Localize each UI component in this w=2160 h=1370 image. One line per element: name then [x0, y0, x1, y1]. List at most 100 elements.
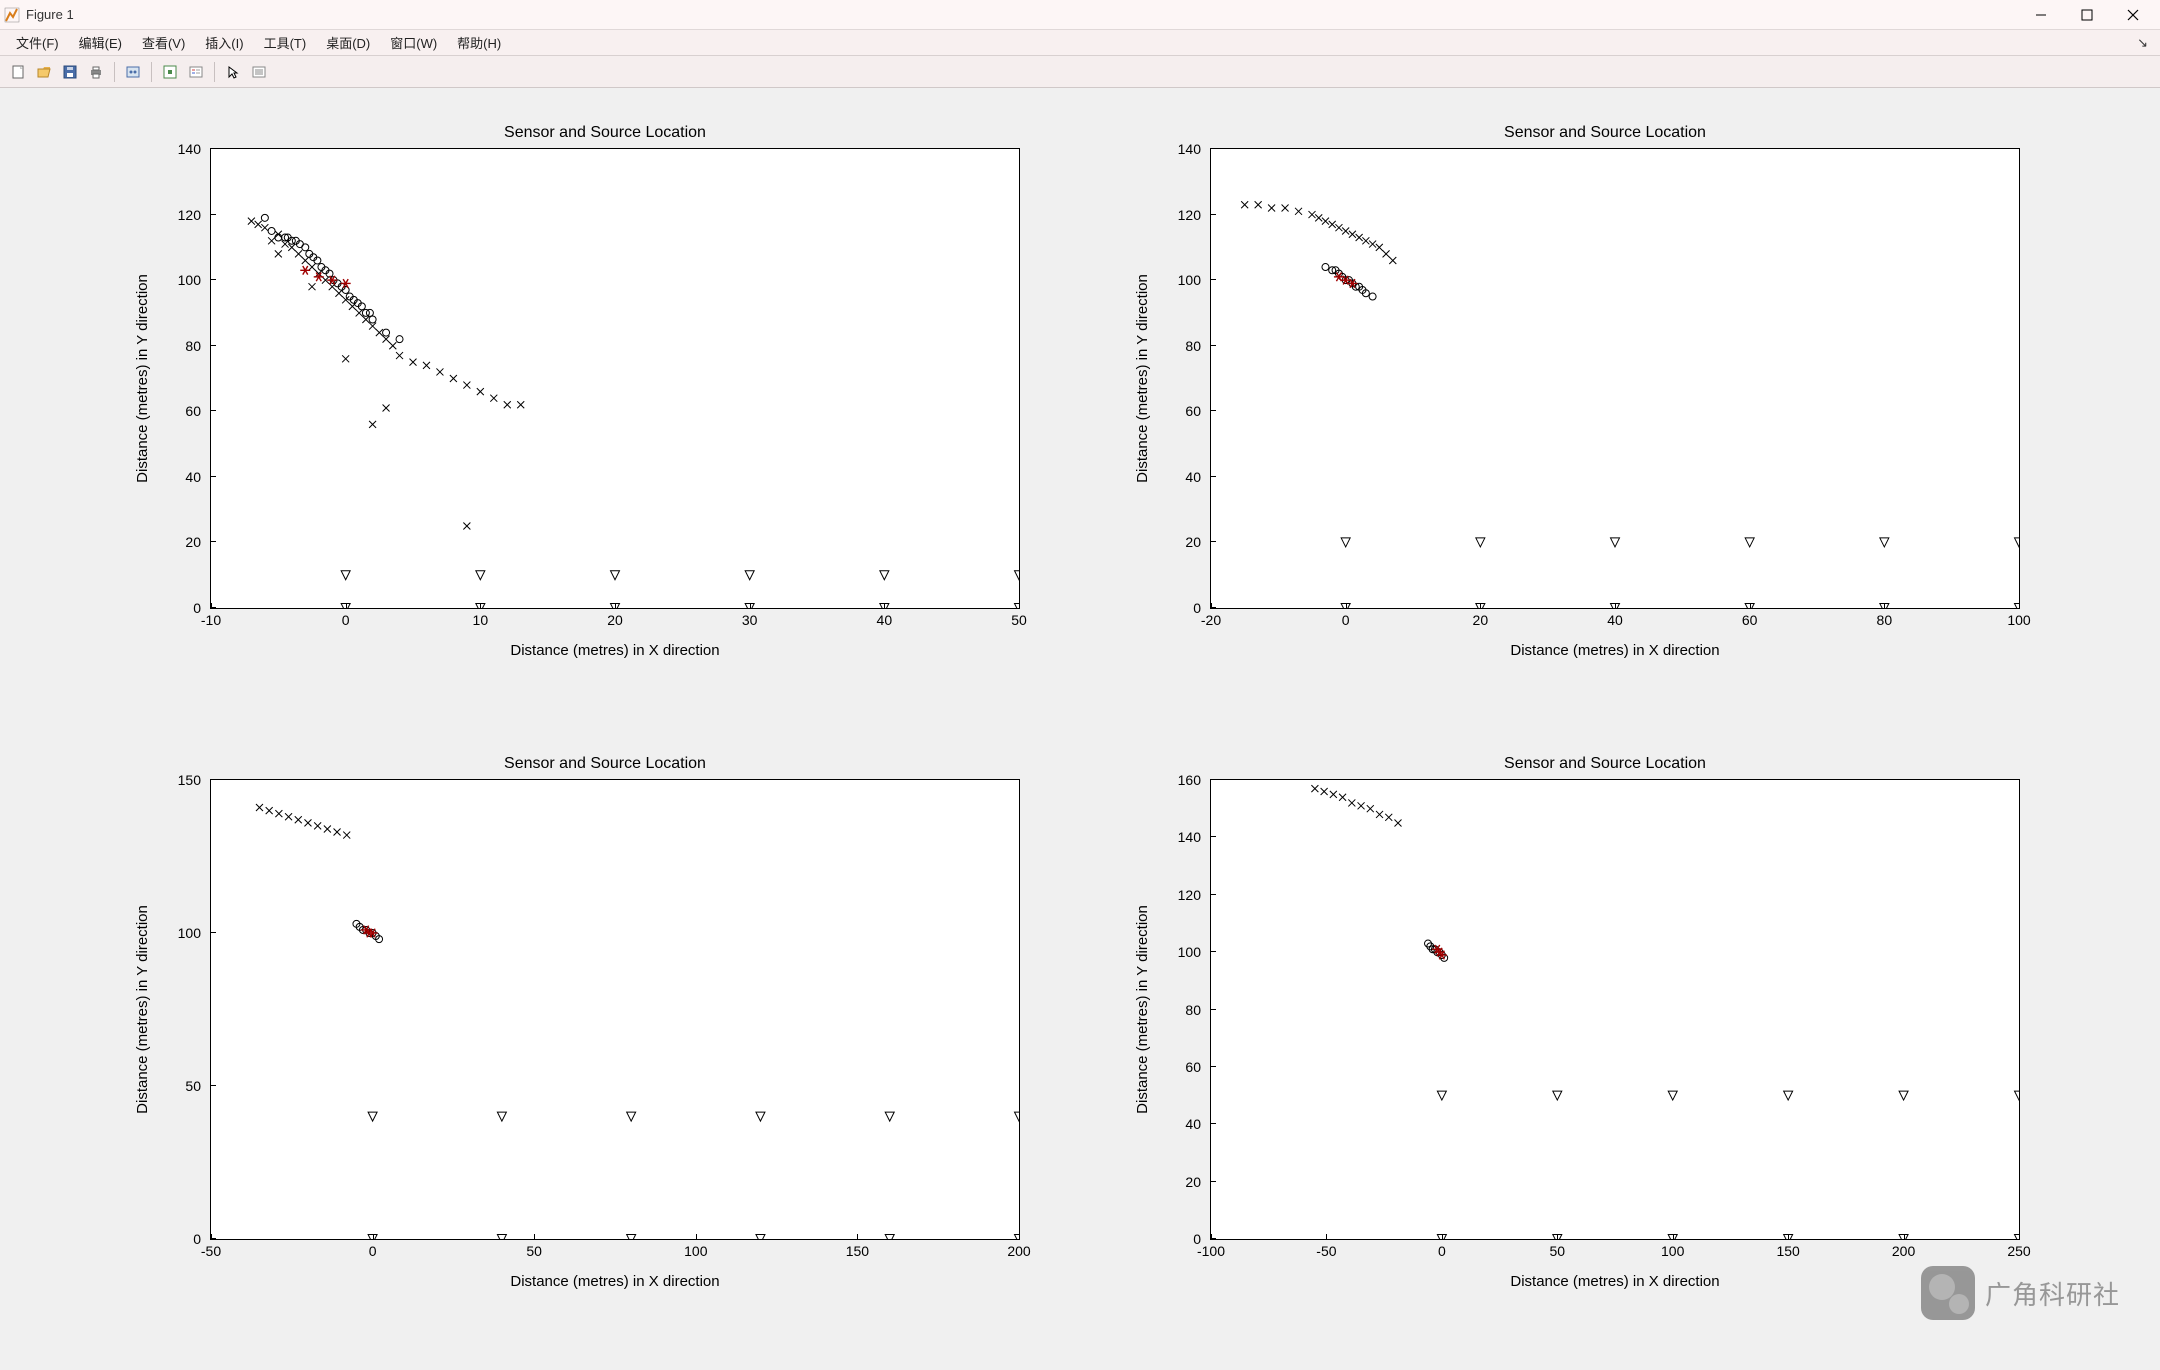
x-tick-label: 80	[1877, 612, 1893, 628]
save-button[interactable]	[58, 60, 82, 84]
link-figure-button[interactable]	[121, 60, 145, 84]
y-tick-label: 80	[1185, 338, 1201, 354]
subplot-2[interactable]: Sensor and Source LocationDistance (metr…	[1140, 148, 2020, 659]
y-tick-label: 160	[1178, 772, 1201, 788]
y-tick-label: 40	[1185, 469, 1201, 485]
y-tick-label: 50	[185, 1078, 201, 1094]
x-tick-label: 50	[1549, 1243, 1565, 1259]
x-tick-label: 150	[1776, 1243, 1799, 1259]
y-tick-label: 140	[1178, 829, 1201, 845]
y-tick-label: 120	[1178, 207, 1201, 223]
toolbar-separator	[214, 62, 215, 82]
titlebar[interactable]: Figure 1	[0, 0, 2160, 30]
menu-desktop[interactable]: 桌面(D)	[316, 30, 380, 55]
axes-box[interactable]: -50050100150200050100150	[210, 779, 1020, 1240]
y-tick-label: 140	[178, 141, 201, 157]
watermark: 广角科研社	[1921, 1266, 2120, 1320]
data-cursor-button[interactable]	[158, 60, 182, 84]
x-tick-label: -50	[1316, 1243, 1336, 1259]
y-axis-label: Distance (metres) in Y direction	[132, 779, 152, 1240]
menu-view[interactable]: 查看(V)	[132, 30, 195, 55]
x-tick-label: 100	[2007, 612, 2030, 628]
figure-canvas: Sensor and Source Location Distance (metr…	[0, 88, 2160, 1370]
x-tick-label: 100	[1661, 1243, 1684, 1259]
axes-box[interactable]: -20020406080100020406080100120140	[1210, 148, 2020, 609]
dock-arrow-icon[interactable]: ↘	[2131, 33, 2154, 53]
toolbar-separator	[114, 62, 115, 82]
plot-title: Sensor and Source Location	[190, 755, 1020, 773]
x-axis-label: Distance (metres) in X direction	[1210, 1273, 2020, 1290]
x-tick-label: 60	[1742, 612, 1758, 628]
x-tick-label: 20	[1473, 612, 1489, 628]
menu-edit[interactable]: 编辑(E)	[69, 30, 132, 55]
y-tick-label: 0	[1193, 1231, 1201, 1247]
x-tick-label: 250	[2007, 1243, 2030, 1259]
x-tick-label: 40	[1607, 612, 1623, 628]
y-tick-label: 0	[193, 600, 201, 616]
menubar: 文件(F) 编辑(E) 查看(V) 插入(I) 工具(T) 桌面(D) 窗口(W…	[0, 30, 2160, 56]
print-button[interactable]	[84, 60, 108, 84]
figure-window: Figure 1 文件(F) 编辑(E) 查看(V) 插入(I) 工具(T) 桌…	[0, 0, 2160, 1370]
y-tick-label: 100	[178, 272, 201, 288]
menu-file[interactable]: 文件(F)	[6, 30, 69, 55]
subplot-4[interactable]: Sensor and Source LocationDistance (metr…	[1140, 779, 2020, 1290]
x-tick-label: 10	[473, 612, 489, 628]
x-tick-label: 200	[1007, 1243, 1030, 1259]
x-axis-label: Distance (metres) in X direction	[210, 1273, 1020, 1290]
axes-box[interactable]: -1001020304050020406080100120140	[210, 148, 1020, 609]
minimize-button[interactable]	[2018, 0, 2064, 30]
plot-title: Sensor and Source Location	[1190, 755, 2020, 773]
y-tick-label: 20	[185, 534, 201, 550]
plot-title: Sensor and Source Location	[190, 124, 1020, 142]
plot-markers	[211, 780, 1019, 1239]
toolbar-separator	[151, 62, 152, 82]
y-tick-label: 40	[185, 469, 201, 485]
x-tick-label: 40	[877, 612, 893, 628]
y-tick-label: 100	[1178, 944, 1201, 960]
window-title: Figure 1	[26, 7, 74, 22]
x-axis-label: Distance (metres) in X direction	[1210, 642, 2020, 659]
toolbar	[0, 56, 2160, 88]
y-tick-label: 60	[1185, 1059, 1201, 1075]
menu-help[interactable]: 帮助(H)	[447, 30, 511, 55]
y-axis-label: Distance (metres) in Y direction	[1132, 779, 1152, 1240]
maximize-button[interactable]	[2064, 0, 2110, 30]
menu-tools[interactable]: 工具(T)	[254, 30, 317, 55]
x-axis-label: Distance (metres) in X direction	[210, 642, 1020, 659]
y-tick-label: 60	[185, 403, 201, 419]
y-tick-label: 100	[1178, 272, 1201, 288]
y-axis-label: Distance (metres) in Y direction	[132, 148, 152, 609]
x-tick-label: 50	[526, 1243, 542, 1259]
y-tick-label: 40	[1185, 1116, 1201, 1132]
menu-window[interactable]: 窗口(W)	[380, 30, 447, 55]
x-tick-label: 30	[742, 612, 758, 628]
y-axis-label: Distance (metres) in Y direction	[1132, 148, 1152, 609]
y-tick-label: 20	[1185, 534, 1201, 550]
y-tick-label: 120	[178, 207, 201, 223]
edit-plot-button[interactable]	[247, 60, 271, 84]
subplot-1[interactable]: Sensor and Source LocationDistance (metr…	[140, 148, 1020, 659]
plot-markers	[1211, 780, 2019, 1239]
matlab-figure-icon	[4, 7, 20, 23]
x-tick-label: 20	[607, 612, 623, 628]
y-tick-label: 0	[1193, 600, 1201, 616]
plot-title: Sensor and Source Location	[1190, 124, 2020, 142]
subplot-3[interactable]: Sensor and Source LocationDistance (metr…	[140, 779, 1020, 1290]
x-tick-label: 50	[1011, 612, 1027, 628]
y-tick-label: 80	[185, 338, 201, 354]
y-tick-label: 60	[1185, 403, 1201, 419]
plot-markers	[1211, 149, 2019, 608]
x-tick-label: 0	[342, 612, 350, 628]
x-tick-label: 0	[369, 1243, 377, 1259]
pointer-button[interactable]	[221, 60, 245, 84]
x-tick-label: 200	[1892, 1243, 1915, 1259]
x-tick-label: 150	[846, 1243, 869, 1259]
menu-insert[interactable]: 插入(I)	[195, 30, 253, 55]
new-figure-button[interactable]	[6, 60, 30, 84]
axes-box[interactable]: -100-50050100150200250020406080100120140…	[1210, 779, 2020, 1240]
insert-legend-button[interactable]	[184, 60, 208, 84]
close-button[interactable]	[2110, 0, 2156, 30]
y-tick-label: 80	[1185, 1002, 1201, 1018]
open-button[interactable]	[32, 60, 56, 84]
y-tick-label: 20	[1185, 1174, 1201, 1190]
